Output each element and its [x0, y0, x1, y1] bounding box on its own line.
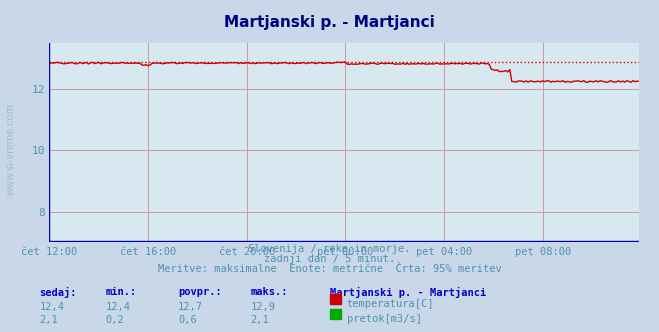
Text: 12,7: 12,7 [178, 302, 203, 312]
Text: www.si-vreme.com: www.si-vreme.com [5, 103, 15, 196]
Text: pretok[m3/s]: pretok[m3/s] [347, 314, 422, 324]
Text: povpr.:: povpr.: [178, 287, 221, 297]
Text: 12,4: 12,4 [40, 302, 65, 312]
Text: Slovenija / reke in morje.: Slovenija / reke in morje. [248, 244, 411, 254]
Text: zadnji dan / 5 minut.: zadnji dan / 5 minut. [264, 254, 395, 264]
Text: Martjanski p. - Martjanci: Martjanski p. - Martjanci [224, 15, 435, 30]
Text: temperatura[C]: temperatura[C] [347, 299, 434, 309]
Text: 0,6: 0,6 [178, 315, 196, 325]
Text: sedaj:: sedaj: [40, 287, 77, 298]
Text: min.:: min.: [105, 287, 136, 297]
Text: maks.:: maks.: [250, 287, 288, 297]
Text: 2,1: 2,1 [250, 315, 269, 325]
Text: Martjanski p. - Martjanci: Martjanski p. - Martjanci [330, 287, 486, 298]
Text: 2,1: 2,1 [40, 315, 58, 325]
Text: Meritve: maksimalne  Enote: metrične  Črta: 95% meritev: Meritve: maksimalne Enote: metrične Črta… [158, 264, 501, 274]
Text: 12,4: 12,4 [105, 302, 130, 312]
Text: 12,9: 12,9 [250, 302, 275, 312]
Text: 0,2: 0,2 [105, 315, 124, 325]
